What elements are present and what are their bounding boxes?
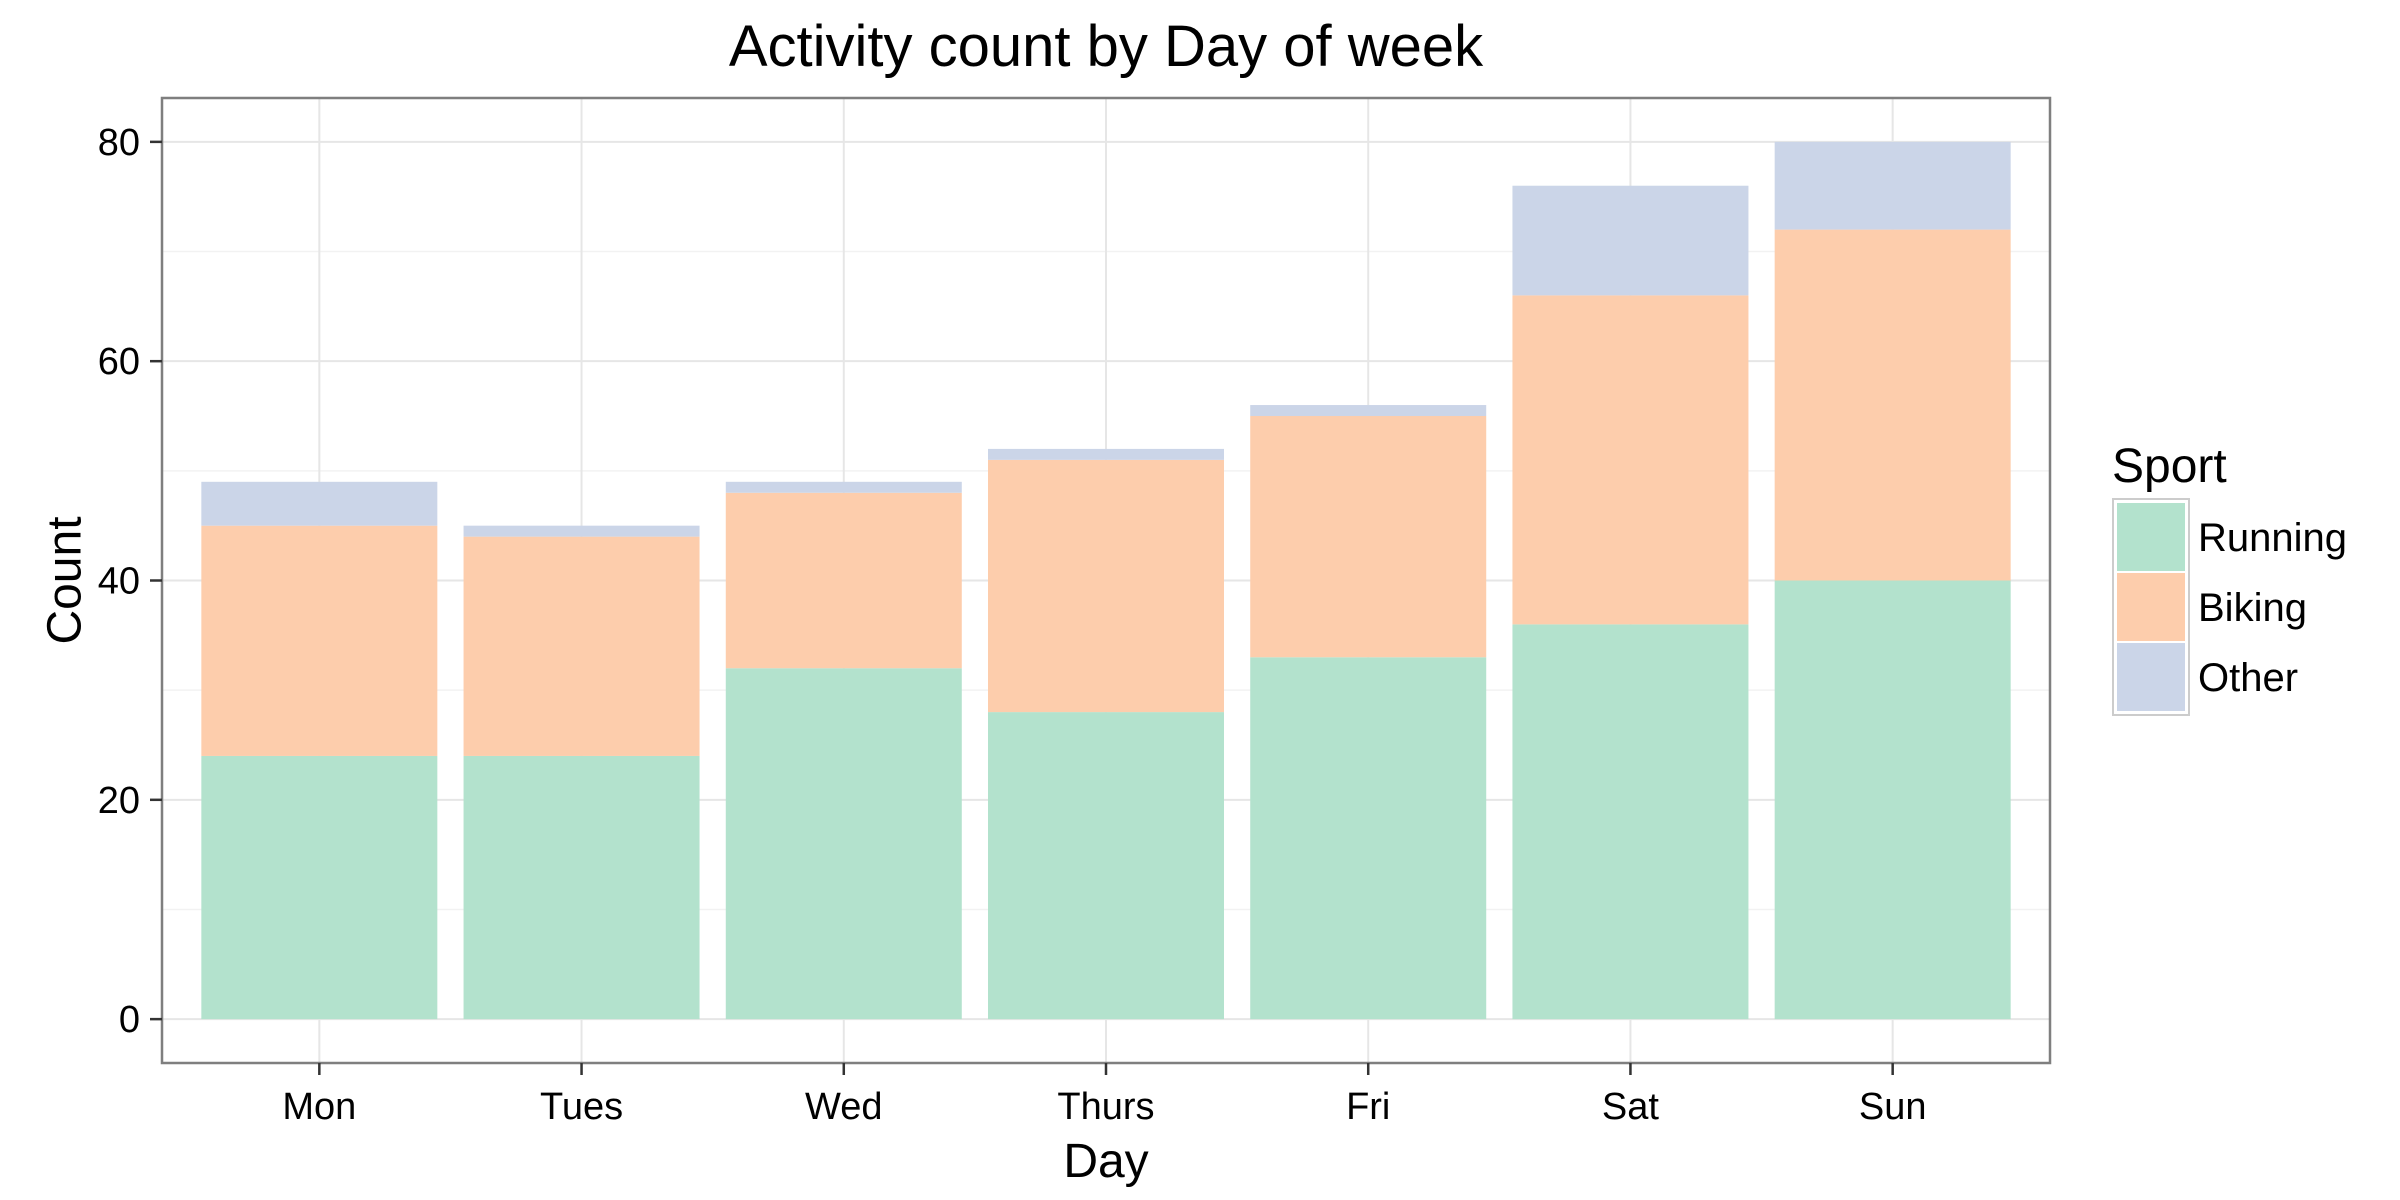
bar-other-tues: [463, 525, 700, 537]
chart-title: Activity count by Day of week: [729, 14, 1484, 79]
bar-running-tues: [463, 755, 700, 1020]
x-tick-label: Tues: [540, 1086, 623, 1128]
legend-swatch-other: [2115, 641, 2187, 713]
x-tick-label: Sun: [1859, 1086, 1927, 1128]
legend: Sport Running Biking Other: [2112, 440, 2347, 716]
y-axis: 0 20 40 60 80: [98, 122, 162, 1041]
y-tick-label: 40: [98, 561, 140, 603]
bar-biking-thurs: [988, 459, 1224, 713]
x-tick-label: Wed: [805, 1086, 882, 1128]
x-tick-label: Fri: [1346, 1086, 1390, 1128]
bar-running-mon: [201, 755, 438, 1020]
x-tick-label: Thurs: [1057, 1086, 1154, 1128]
x-axis: Mon Tues Wed Thurs Fri Sat Sun: [282, 1063, 1926, 1128]
legend-swatch-running: [2115, 501, 2187, 573]
legend-label-biking: Biking: [2198, 586, 2307, 630]
y-tick-label: 20: [98, 780, 140, 822]
bar-running-fri: [1250, 657, 1487, 1020]
bar-biking-tues: [463, 536, 700, 756]
x-tick-label: Mon: [282, 1086, 356, 1128]
x-tick-label: Sat: [1602, 1086, 1659, 1128]
bar-biking-fri: [1250, 416, 1487, 658]
bar-other-sat: [1512, 185, 1749, 296]
bar-running-wed: [725, 668, 962, 1020]
bar-other-mon: [201, 481, 438, 526]
bar-biking-wed: [725, 492, 962, 669]
bar-other-fri: [1250, 405, 1487, 417]
legend-label-other: Other: [2198, 656, 2298, 700]
bar-running-sun: [1774, 580, 2011, 1020]
x-axis-title: Day: [1063, 1135, 1148, 1188]
bar-running-sat: [1512, 624, 1749, 1020]
legend-label-running: Running: [2198, 516, 2347, 560]
bar-other-wed: [725, 481, 962, 493]
bar-biking-mon: [201, 525, 438, 756]
legend-title: Sport: [2112, 440, 2227, 493]
legend-swatch-biking: [2115, 571, 2187, 643]
bar-biking-sun: [1774, 229, 2011, 581]
bar-biking-sat: [1512, 295, 1749, 625]
bar-running-thurs: [988, 712, 1224, 1020]
y-axis-title: Count: [39, 516, 92, 644]
bar-other-sun: [1774, 141, 2011, 230]
y-tick-label: 80: [98, 122, 140, 164]
y-tick-label: 60: [98, 341, 140, 383]
y-tick-label: 0: [119, 999, 140, 1041]
bar-other-thurs: [988, 448, 1224, 460]
bars: [201, 141, 2011, 1020]
